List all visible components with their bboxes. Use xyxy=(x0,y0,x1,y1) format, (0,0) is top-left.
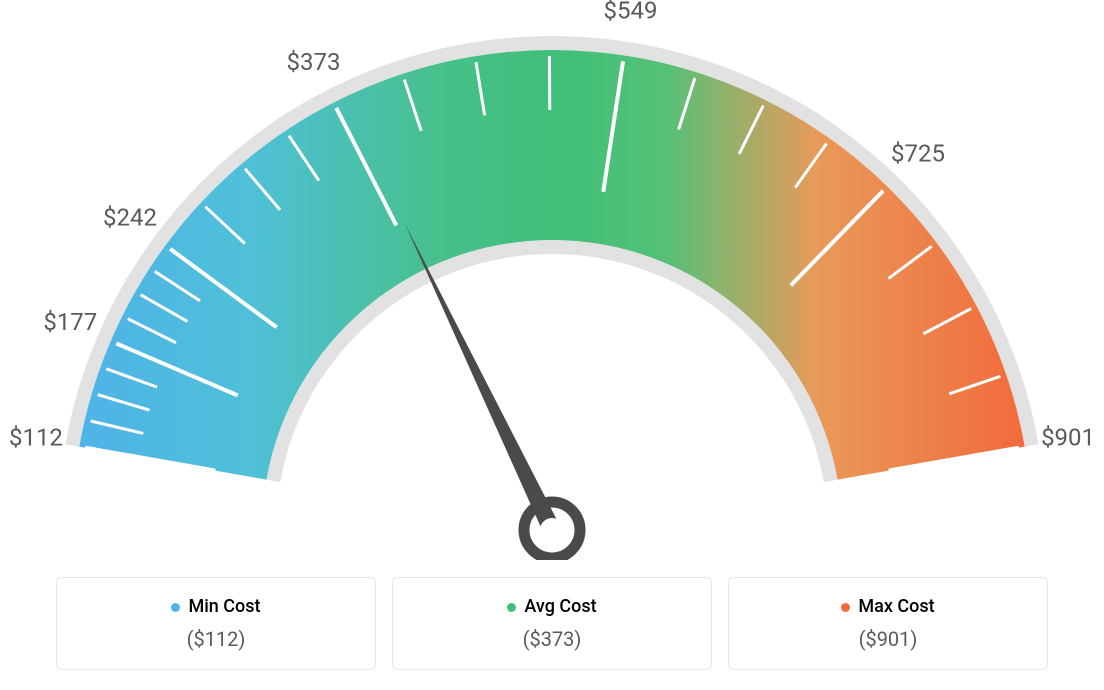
svg-text:$112: $112 xyxy=(9,423,63,451)
avg-cost-card: Avg Cost ($373) xyxy=(392,577,712,670)
min-cost-card: Min Cost ($112) xyxy=(56,577,376,670)
dot-icon xyxy=(841,603,850,612)
dot-icon xyxy=(171,603,180,612)
dot-icon xyxy=(507,603,516,612)
svg-text:$242: $242 xyxy=(103,204,157,232)
legend-row: Min Cost ($112) Avg Cost ($373) Max Cost… xyxy=(0,577,1104,670)
max-cost-label: Max Cost xyxy=(858,596,934,617)
cost-gauge-chart: $112 $177 $242 $373 $549 $725 $901 xyxy=(0,0,1104,560)
svg-text:$901: $901 xyxy=(1041,423,1095,451)
max-cost-value: ($901) xyxy=(729,627,1047,651)
svg-text:$373: $373 xyxy=(287,48,341,76)
max-cost-card: Max Cost ($901) xyxy=(728,577,1048,670)
avg-cost-value: ($373) xyxy=(393,627,711,651)
min-cost-label: Min Cost xyxy=(188,596,260,617)
svg-text:$177: $177 xyxy=(43,308,97,336)
avg-cost-label: Avg Cost xyxy=(524,596,596,617)
svg-text:$725: $725 xyxy=(891,139,945,167)
svg-text:$549: $549 xyxy=(604,0,658,24)
min-cost-value: ($112) xyxy=(57,627,375,651)
